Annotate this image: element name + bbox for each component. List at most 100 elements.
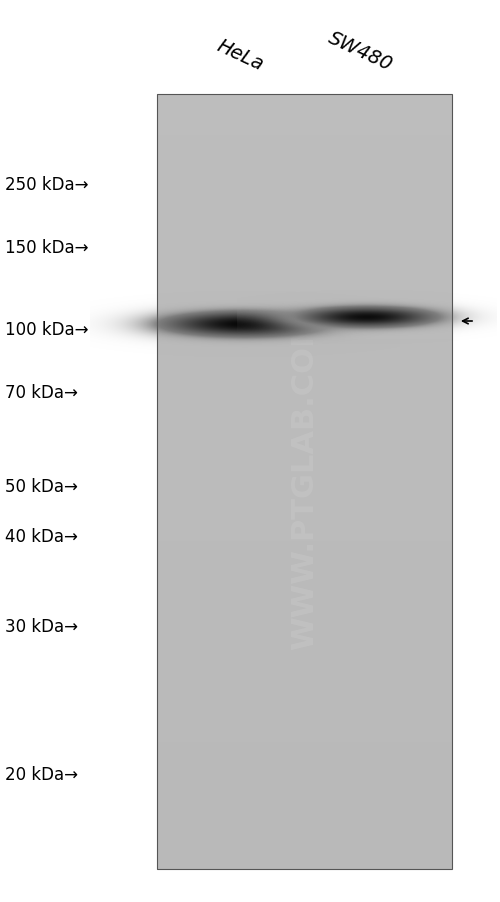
Bar xyxy=(157,152,452,155)
Bar xyxy=(157,144,452,147)
Bar xyxy=(157,559,452,563)
Bar xyxy=(157,206,452,209)
Bar xyxy=(157,570,452,573)
Bar xyxy=(157,182,452,186)
Bar xyxy=(157,250,452,253)
Bar xyxy=(157,714,452,717)
Bar xyxy=(157,706,452,710)
Bar xyxy=(157,115,452,119)
Bar xyxy=(157,253,452,255)
Bar xyxy=(157,810,452,813)
Bar xyxy=(157,459,452,462)
Bar xyxy=(157,309,452,312)
Bar xyxy=(157,271,452,273)
Bar xyxy=(157,645,452,648)
Bar xyxy=(157,534,452,537)
Bar xyxy=(157,456,452,459)
Bar xyxy=(157,355,452,359)
Bar xyxy=(157,742,452,746)
Bar xyxy=(157,655,452,658)
Bar xyxy=(157,443,452,446)
Bar xyxy=(157,430,452,434)
Bar xyxy=(157,428,452,431)
Bar xyxy=(157,405,452,408)
Bar xyxy=(157,688,452,692)
Bar xyxy=(157,756,452,759)
Bar xyxy=(157,211,452,214)
Bar xyxy=(157,477,452,480)
Bar xyxy=(157,831,452,833)
Bar xyxy=(157,451,452,454)
Bar xyxy=(157,330,452,333)
Bar xyxy=(157,142,452,144)
Bar xyxy=(157,505,452,508)
Bar xyxy=(157,95,452,869)
Bar xyxy=(157,412,452,416)
Bar xyxy=(157,699,452,702)
Bar xyxy=(157,778,452,782)
Bar xyxy=(157,391,452,395)
Bar xyxy=(157,835,452,839)
Bar xyxy=(157,154,452,157)
Bar xyxy=(157,348,452,351)
Bar xyxy=(157,400,452,402)
Bar xyxy=(157,609,452,612)
Bar xyxy=(157,340,452,343)
Bar xyxy=(157,787,452,789)
Bar xyxy=(157,678,452,681)
Bar xyxy=(157,299,452,302)
Bar xyxy=(157,815,452,818)
Bar xyxy=(157,180,452,183)
Bar xyxy=(157,727,452,731)
Bar xyxy=(157,631,452,635)
Bar xyxy=(157,748,452,750)
Bar xyxy=(157,588,452,591)
Bar xyxy=(157,849,452,851)
Bar xyxy=(157,823,452,825)
Bar xyxy=(157,289,452,291)
Bar xyxy=(157,193,452,196)
Bar xyxy=(157,273,452,276)
Bar xyxy=(157,511,452,513)
Bar xyxy=(157,110,452,114)
Bar xyxy=(157,379,452,382)
Bar xyxy=(157,474,452,477)
Bar xyxy=(157,490,452,492)
Bar xyxy=(157,146,452,150)
Bar xyxy=(157,817,452,821)
Bar xyxy=(157,492,452,495)
Bar xyxy=(157,634,452,638)
Bar xyxy=(157,640,452,642)
Bar xyxy=(157,616,452,620)
Bar xyxy=(157,479,452,483)
Bar xyxy=(157,796,452,800)
Bar xyxy=(157,376,452,379)
Bar xyxy=(157,242,452,245)
Bar xyxy=(157,647,452,650)
Bar xyxy=(157,853,452,857)
Bar xyxy=(157,278,452,281)
Bar xyxy=(157,665,452,668)
Bar xyxy=(157,702,452,704)
Bar xyxy=(157,97,452,100)
Bar xyxy=(157,577,452,581)
Bar xyxy=(157,828,452,831)
Bar xyxy=(157,219,452,222)
Bar xyxy=(157,758,452,761)
Bar xyxy=(157,239,452,243)
Bar xyxy=(157,841,452,843)
Bar xyxy=(157,226,452,230)
Bar xyxy=(157,487,452,490)
Bar xyxy=(157,724,452,728)
Bar xyxy=(157,124,452,126)
Text: 100 kDa→: 100 kDa→ xyxy=(5,320,88,338)
Bar xyxy=(157,335,452,338)
Bar xyxy=(157,235,452,237)
Bar xyxy=(157,433,452,436)
Bar xyxy=(157,745,452,749)
Bar xyxy=(157,771,452,774)
Bar xyxy=(157,397,452,400)
Bar xyxy=(157,461,452,465)
Bar xyxy=(157,838,452,842)
Bar xyxy=(157,508,452,511)
